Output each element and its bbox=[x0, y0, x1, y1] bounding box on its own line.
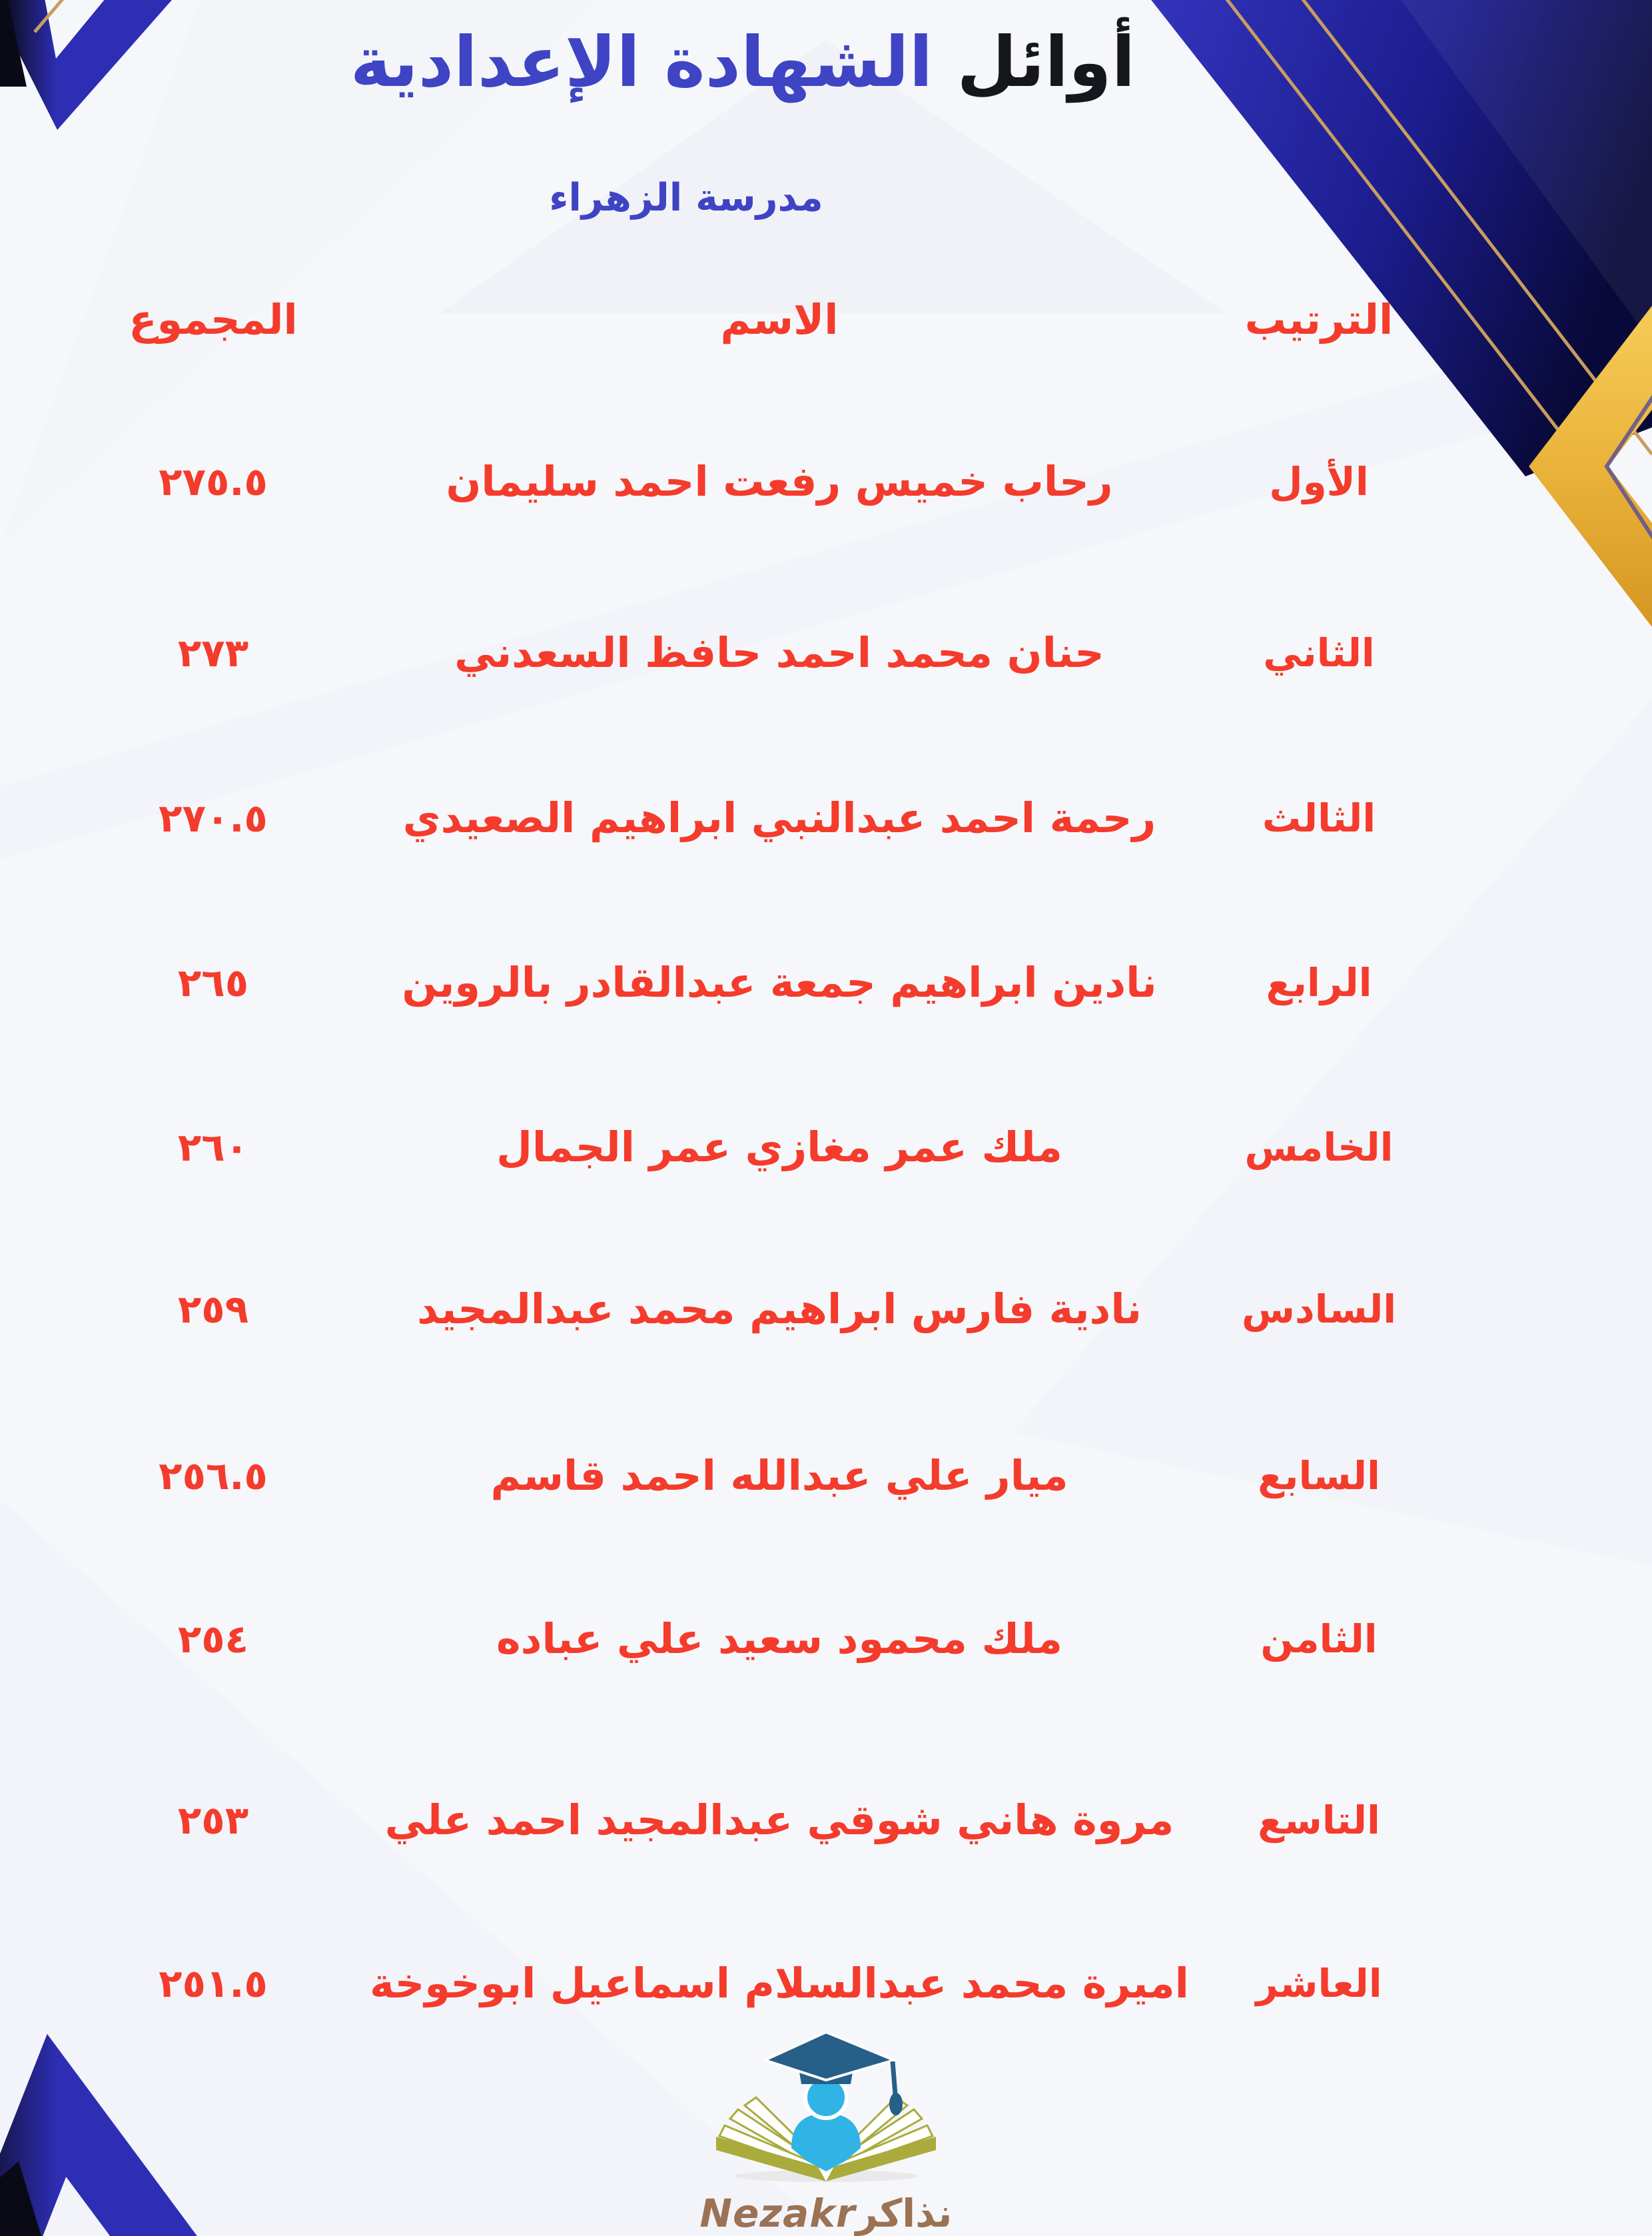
rank-value: الثالث bbox=[1262, 796, 1376, 841]
gold-chevron bbox=[1529, 305, 1652, 628]
nezakr-logo-text: Nezakrنذاكر bbox=[620, 2192, 1032, 2235]
total-value: ٢٥٩ bbox=[177, 1287, 249, 1332]
page-title: أوائل الشهادة الإعدادية bbox=[0, 5, 1485, 119]
table-row: الرابع نادين ابراهيم جمعة عبدالقادر بالر… bbox=[0, 933, 1652, 1033]
rank-value: الثامن bbox=[1260, 1616, 1378, 1662]
name-value: رحمة احمد عبدالنبي ابراهيم الصعيدي bbox=[402, 794, 1156, 842]
rank-value: الثاني bbox=[1263, 630, 1375, 676]
name-value: اميرة محمد عبدالسلام اسماعيل ابوخوخة bbox=[370, 1959, 1189, 2007]
rank-value: الرابع bbox=[1266, 960, 1372, 1005]
logo-arabic-name: نذاكر bbox=[855, 2191, 953, 2236]
rank-value: الأول bbox=[1269, 459, 1369, 504]
table-row: الثاني حنان محمد احمد حافظ السعدني ٢٧٣ bbox=[0, 603, 1652, 703]
table-row: الأول رحاب خميس رفعت احمد سليمان ٢٧٥.٥ bbox=[0, 432, 1652, 532]
table-row: الثالث رحمة احمد عبدالنبي ابراهيم الصعيد… bbox=[0, 768, 1652, 868]
table-row: الثامن ملك محمود سعيد علي عباده ٢٥٤ bbox=[0, 1589, 1652, 1689]
name-value: نادين ابراهيم جمعة عبدالقادر بالروين bbox=[402, 958, 1157, 1007]
name-value: ملك محمود سعيد علي عباده bbox=[496, 1614, 1062, 1663]
header-name: الاسم bbox=[720, 295, 839, 344]
top-left-chevron bbox=[0, 0, 172, 130]
nezakr-logo: Nezakrنذاكر bbox=[620, 2030, 1032, 2235]
total-value: ٢٥٤ bbox=[177, 1616, 249, 1662]
table-row: السادس نادية فارس ابراهيم محمد عبدالمجيد… bbox=[0, 1259, 1652, 1359]
logo-latin-name: Nezakr bbox=[699, 2191, 856, 2236]
bottom-left-chevron bbox=[0, 2033, 197, 2236]
total-value: ٢٦٠ bbox=[177, 1125, 249, 1170]
rank-value: العاشر bbox=[1256, 1961, 1382, 2006]
name-value: ملك عمر مغازي عمر الجمال bbox=[496, 1123, 1062, 1171]
title-certificate: الشهادة الإعدادية bbox=[350, 21, 933, 103]
name-value: نادية فارس ابراهيم محمد عبدالمجيد bbox=[417, 1285, 1142, 1333]
name-value: مروة هاني شوقي عبدالمجيد احمد علي bbox=[384, 1796, 1174, 1844]
name-value: حنان محمد احمد حافظ السعدني bbox=[454, 628, 1104, 677]
title-word-awael: أوائل bbox=[957, 21, 1136, 103]
total-value: ٢٥٣ bbox=[177, 1798, 249, 1843]
rank-value: السادس bbox=[1241, 1287, 1397, 1332]
total-value: ٢٥٦.٥ bbox=[159, 1453, 268, 1498]
top-right-corner-shape bbox=[1151, 0, 1652, 476]
school-name: مدرسة الزهراء bbox=[549, 176, 823, 220]
rank-value: الخامس bbox=[1244, 1125, 1394, 1170]
total-value: ٢٧٣ bbox=[177, 630, 249, 676]
table-row: التاسع مروة هاني شوقي عبدالمجيد احمد علي… bbox=[0, 1770, 1652, 1870]
name-value: رحاب خميس رفعت احمد سليمان bbox=[446, 457, 1113, 506]
table-row: السابع ميار علي عبدالله احمد قاسم ٢٥٦.٥ bbox=[0, 1426, 1652, 1526]
table-header-row: الترتيب الاسم المجموع bbox=[0, 270, 1652, 370]
header-total: المجموع bbox=[129, 295, 298, 344]
total-value: ٢٧٥.٥ bbox=[159, 459, 268, 504]
rank-value: التاسع bbox=[1258, 1798, 1380, 1843]
total-value: ٢٧٠.٥ bbox=[159, 796, 268, 841]
total-value: ٢٦٥ bbox=[177, 960, 249, 1005]
table-row: العاشر اميرة محمد عبدالسلام اسماعيل ابوخ… bbox=[0, 1934, 1652, 2033]
rank-value: السابع bbox=[1258, 1453, 1380, 1498]
total-value: ٢٥١.٥ bbox=[159, 1961, 268, 2006]
name-value: ميار علي عبدالله احمد قاسم bbox=[490, 1451, 1068, 1500]
header-rank: الترتيب bbox=[1244, 295, 1394, 344]
table-row: الخامس ملك عمر مغازي عمر الجمال ٢٦٠ bbox=[0, 1097, 1652, 1197]
nezakr-logo-icon bbox=[716, 2030, 936, 2182]
